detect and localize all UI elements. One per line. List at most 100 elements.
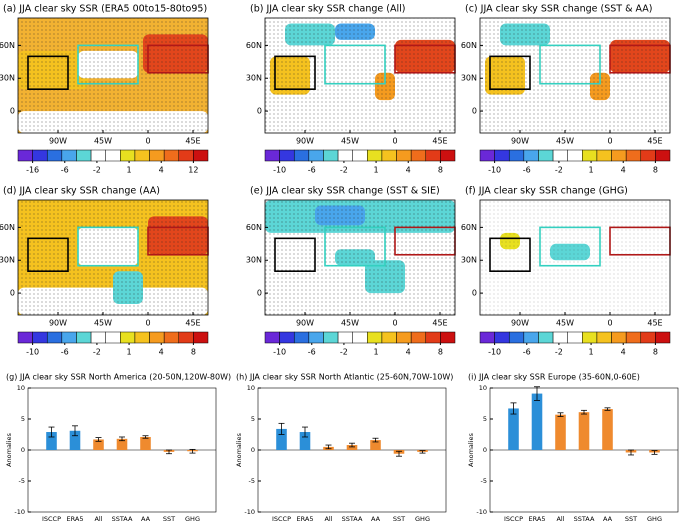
colorbar-swatch (134, 331, 150, 344)
colorbar-swatch (352, 149, 368, 162)
colorbar-swatch (193, 331, 209, 344)
map-frame (479, 199, 671, 316)
colorbar-swatch (538, 149, 554, 162)
colorbar-swatch (105, 149, 121, 162)
colorbar-label: 4 (159, 166, 164, 175)
colorbar-swatch (440, 331, 456, 344)
stippling (18, 18, 208, 133)
x-tick-label: 90W (49, 319, 67, 328)
y-tick-label: -10 (476, 508, 487, 516)
colorbar-label: -6 (308, 348, 316, 357)
region-box (274, 55, 316, 90)
x-tick-label: SSTAA (574, 515, 595, 523)
x-tick-label: 90W (49, 137, 67, 146)
colorbar-swatch (178, 149, 194, 162)
colorbar-swatch (640, 331, 656, 344)
colorbar-label: 1 (589, 166, 594, 175)
colorbar-swatch (410, 149, 427, 162)
panel-title: (h) JJA clear sky SSR North Atlantic (25… (236, 373, 453, 382)
colorbar-label: -2 (555, 166, 563, 175)
x-tick-label: SSTAA (342, 515, 363, 523)
x-tick-label: 45E (185, 137, 200, 146)
x-tick-label: 45W (341, 319, 359, 328)
colorbar-swatch (90, 331, 106, 344)
colorbar-swatch (582, 149, 598, 162)
y-tick-label: 0 (257, 289, 262, 298)
colorbar-label: 8 (653, 348, 658, 357)
colorbar-label: 4 (406, 348, 411, 357)
error-bar (651, 450, 658, 455)
x-tick-label: SST (163, 515, 175, 523)
colorbar-swatch (523, 149, 539, 162)
y-tick-label: 60N (461, 41, 477, 50)
colorbar-swatch (120, 149, 136, 162)
colorbar-label: -10 (273, 166, 286, 175)
x-tick-label: 90W (296, 319, 314, 328)
colorbar-swatch (425, 331, 441, 344)
colorbar-label: -2 (555, 348, 563, 357)
colorbar-label: 8 (438, 348, 443, 357)
x-tick-label: All (324, 515, 332, 523)
x-tick-label: All (94, 515, 102, 523)
panel-title: (a) JJA clear sky SSR (ERA5 00to15-80to9… (3, 4, 207, 15)
colorbar-swatch (440, 149, 456, 162)
error-bar (119, 436, 125, 442)
region-box (77, 226, 139, 267)
error-bar (166, 449, 172, 455)
colorbar-swatch (494, 149, 510, 162)
colorbar-swatch (105, 331, 121, 344)
y-tick-label: 0 (483, 446, 487, 454)
bar (299, 432, 311, 450)
colorbar-swatch (279, 149, 295, 162)
colorbar-swatch (193, 149, 209, 162)
colorbar-swatch (46, 331, 63, 344)
colorbar-swatch (32, 331, 48, 344)
colorbar-swatch (90, 149, 106, 162)
colorbar-label: 8 (653, 166, 658, 175)
colorbar-label: 4 (621, 348, 626, 357)
colorbar-swatch (17, 331, 33, 344)
colorbar-swatch (149, 149, 165, 162)
y-tick-label: 30N (246, 256, 262, 265)
region-box (539, 226, 601, 267)
colorbar-swatch (76, 331, 92, 344)
error-bar (142, 435, 149, 439)
region-box (324, 44, 386, 85)
x-tick-label: GHG (415, 515, 430, 523)
x-tick-label: AA (141, 515, 151, 523)
colorbar-label: -2 (340, 166, 348, 175)
bar (69, 430, 81, 450)
y-axis-label: Anomalies (5, 432, 13, 466)
colorbar-swatch (367, 149, 383, 162)
y-tick-label: 60N (246, 223, 262, 232)
colorbar-swatch (323, 149, 339, 162)
colorbar-swatch (552, 331, 568, 344)
colorbar-swatch (655, 149, 671, 162)
panel-title: (b) JJA clear sky SSR change (All) (250, 4, 405, 15)
map-frame (17, 199, 209, 316)
colorbar-label: -2 (340, 348, 348, 357)
colorbar-label: 8 (438, 166, 443, 175)
y-tick-label: 5 (251, 415, 255, 423)
region-box (324, 226, 386, 267)
colorbar-swatch (178, 331, 194, 344)
colorbar-label: -10 (26, 348, 39, 357)
x-tick-label: ERA5 (297, 515, 314, 523)
stippling (265, 18, 455, 133)
colorbar-label: -6 (523, 348, 531, 357)
x-tick-label: 45E (432, 319, 447, 328)
panel-title: (i) JJA clear sky SSR Europe (35-60N,0-6… (468, 373, 640, 382)
x-tick-label: AA (603, 515, 613, 523)
colorbar-label: 12 (188, 166, 198, 175)
bar (346, 445, 358, 450)
colorbar-swatch (279, 331, 295, 344)
y-tick-label: 0 (10, 289, 15, 298)
panel-title: (e) JJA clear sky SSR change (SST & SIE) (250, 186, 440, 197)
error-bar (278, 422, 285, 435)
y-tick-label: -10 (14, 508, 25, 516)
colorbar-swatch (655, 331, 671, 344)
colorbar-swatch (134, 149, 150, 162)
y-tick-label: 30N (246, 74, 262, 83)
colorbar-swatch (120, 331, 136, 344)
colorbar-swatch (17, 149, 33, 162)
